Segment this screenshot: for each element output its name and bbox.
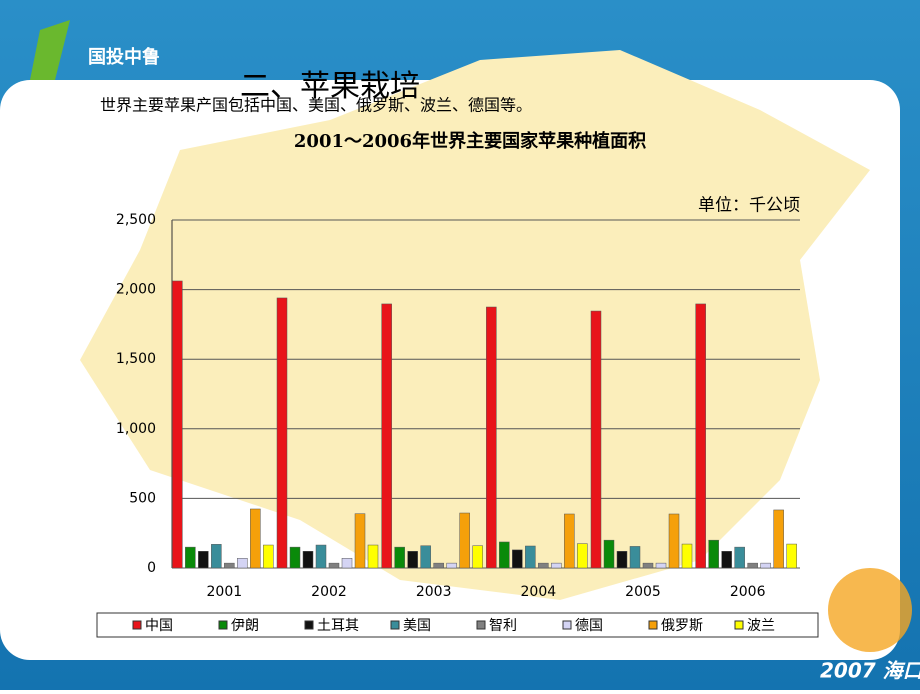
bar <box>185 546 196 569</box>
x-tick-label: 2001 <box>207 584 243 600</box>
bar <box>590 310 602 569</box>
x-tick-label: 2004 <box>521 584 557 600</box>
bar <box>655 562 667 569</box>
y-tick-label: 2,500 <box>116 212 156 228</box>
bar <box>433 562 444 569</box>
bar <box>642 562 654 569</box>
bar <box>276 297 288 569</box>
bar <box>577 543 588 569</box>
bar <box>499 541 510 569</box>
legend-label: 波兰 <box>747 618 775 634</box>
x-tick-label: 2003 <box>416 584 452 600</box>
bar <box>459 512 470 569</box>
legend-swatch <box>132 620 142 630</box>
legend-label: 美国 <box>403 618 431 634</box>
legend-label: 土耳其 <box>317 618 359 634</box>
bar <box>407 551 418 569</box>
bar <box>538 562 549 569</box>
bar <box>525 545 536 569</box>
bar <box>381 303 392 569</box>
legend-swatch <box>218 620 228 630</box>
bar <box>367 544 379 569</box>
bar <box>315 544 327 569</box>
legend <box>96 612 819 638</box>
x-tick-label: 2005 <box>625 584 661 600</box>
bar <box>486 306 497 569</box>
footer-text: 2007 海口 <box>820 659 920 683</box>
bar <box>394 546 405 569</box>
bar <box>237 558 248 569</box>
bar <box>172 280 183 569</box>
bar <box>328 562 340 569</box>
bar <box>341 558 353 569</box>
bar <box>616 551 628 569</box>
bar <box>603 539 615 569</box>
x-tick-label: 2006 <box>730 584 766 600</box>
emblem <box>828 568 912 652</box>
legend-label: 中国 <box>145 618 173 634</box>
bar <box>446 562 457 569</box>
bar <box>289 546 301 569</box>
bar <box>250 508 261 569</box>
bar <box>708 539 719 569</box>
unit-label: 单位：千公顷 <box>698 196 800 216</box>
bar <box>629 546 641 569</box>
bar <box>302 551 314 569</box>
legend-swatch <box>562 620 572 630</box>
bar <box>354 513 366 569</box>
bar <box>224 562 235 569</box>
legend-label: 伊朗 <box>231 618 259 634</box>
bar <box>668 513 680 569</box>
y-tick-label: 1,000 <box>116 421 156 437</box>
legend-swatch <box>304 620 314 630</box>
bar <box>420 545 431 569</box>
bar <box>551 562 562 569</box>
legend-label: 智利 <box>489 618 517 634</box>
bar <box>198 551 209 569</box>
y-tick-label: 2,000 <box>116 282 156 298</box>
legend-swatch <box>734 620 744 630</box>
legend-swatch <box>476 620 486 630</box>
x-tick-label: 2002 <box>311 584 347 600</box>
bar <box>472 545 483 569</box>
bar <box>512 549 523 569</box>
bar <box>695 303 706 569</box>
y-tick-label: 0 <box>147 560 156 576</box>
bar <box>786 543 797 569</box>
intro-text: 世界主要苹果产国包括中国、美国、俄罗斯、波兰、德国等。 <box>100 96 532 115</box>
bar <box>211 544 222 569</box>
bar <box>734 546 745 569</box>
legend-swatch <box>648 620 658 630</box>
legend-label: 德国 <box>575 618 603 634</box>
y-tick-label: 1,500 <box>116 351 156 367</box>
bar <box>681 543 693 569</box>
bar <box>721 551 732 569</box>
bar <box>760 562 771 569</box>
logo-text: 国投中鲁 <box>88 46 160 68</box>
legend-label: 俄罗斯 <box>661 618 703 634</box>
bar <box>747 562 758 569</box>
bar <box>263 544 274 569</box>
logo-icon <box>30 20 70 80</box>
bar <box>564 513 575 569</box>
y-tick-label: 500 <box>129 490 156 506</box>
bar <box>773 509 784 569</box>
slide-title: 二、苹果栽培 <box>240 69 420 104</box>
chart-title: 2001～2006年世界主要国家苹果种植面积 <box>294 130 646 152</box>
legend-swatch <box>390 620 400 630</box>
